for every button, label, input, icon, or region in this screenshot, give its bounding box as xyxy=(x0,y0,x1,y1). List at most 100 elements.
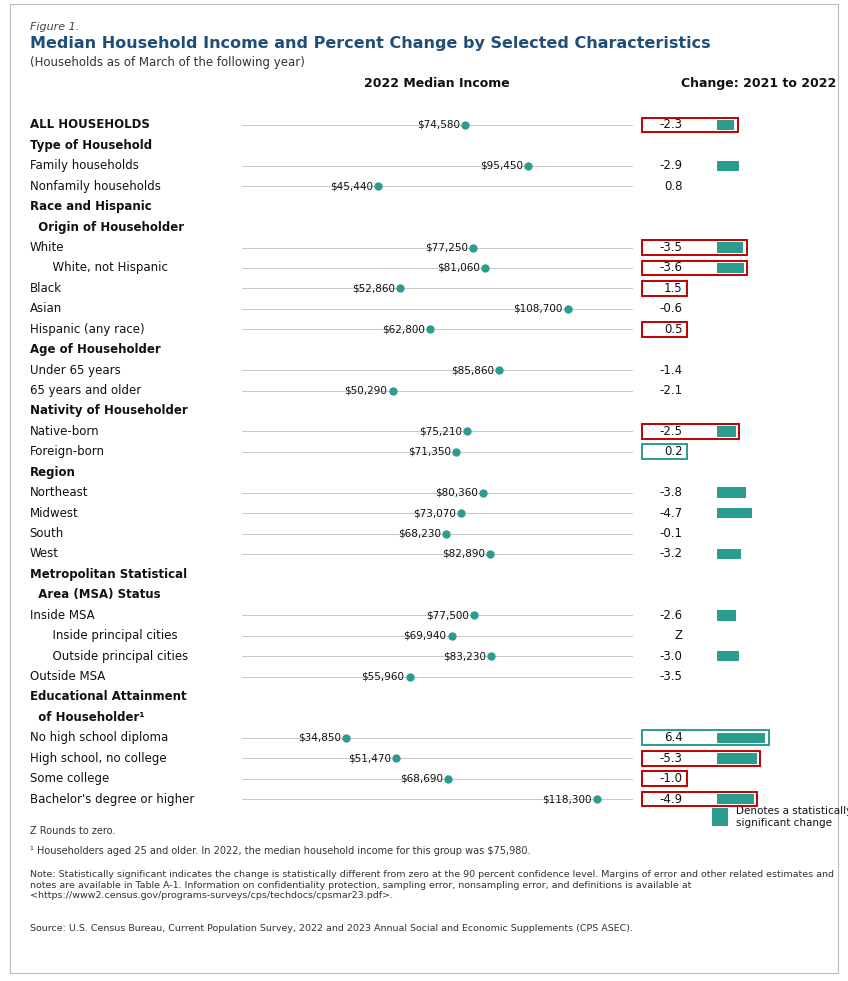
Text: -3.0: -3.0 xyxy=(660,649,683,662)
Text: 1.5: 1.5 xyxy=(664,282,683,295)
Text: -0.6: -0.6 xyxy=(660,302,683,315)
Bar xyxy=(642,750,761,765)
Text: $73,070: $73,070 xyxy=(413,508,456,518)
Text: No high school diploma: No high school diploma xyxy=(30,731,168,745)
Text: Native-born: Native-born xyxy=(30,425,99,438)
Text: $95,450: $95,450 xyxy=(480,161,523,171)
Text: Figure 1.: Figure 1. xyxy=(30,22,79,31)
Text: $68,230: $68,230 xyxy=(399,529,441,539)
Bar xyxy=(717,120,734,130)
Text: $34,850: $34,850 xyxy=(298,733,341,743)
Bar xyxy=(717,548,741,559)
Text: Midwest: Midwest xyxy=(30,506,78,520)
Text: Note: Statistically significant indicates the change is statistically different : Note: Statistically significant indicate… xyxy=(30,870,834,900)
Text: Black: Black xyxy=(30,282,62,295)
Text: South: South xyxy=(30,527,64,541)
Bar xyxy=(712,808,728,826)
Bar xyxy=(717,650,739,661)
Text: Type of Household: Type of Household xyxy=(30,139,152,152)
Text: $82,890: $82,890 xyxy=(443,549,485,559)
Text: West: West xyxy=(30,547,59,560)
Text: Nativity of Householder: Nativity of Householder xyxy=(30,404,187,418)
Text: -2.5: -2.5 xyxy=(660,425,683,438)
Text: -2.1: -2.1 xyxy=(660,384,683,397)
Text: Change: 2021 to 2022: Change: 2021 to 2022 xyxy=(681,77,837,89)
Text: Region: Region xyxy=(30,466,75,479)
Text: -2.6: -2.6 xyxy=(660,609,683,622)
Text: -3.6: -3.6 xyxy=(660,262,683,275)
Text: 65 years and older: 65 years and older xyxy=(30,384,141,397)
Text: Outside MSA: Outside MSA xyxy=(30,670,105,683)
Bar xyxy=(717,508,752,518)
Text: -3.2: -3.2 xyxy=(660,547,683,560)
Bar xyxy=(642,261,747,276)
Bar xyxy=(642,444,687,459)
Text: $75,210: $75,210 xyxy=(419,427,462,437)
Text: Asian: Asian xyxy=(30,302,62,315)
Bar xyxy=(717,161,739,171)
Text: Age of Householder: Age of Householder xyxy=(30,343,160,356)
Text: $77,500: $77,500 xyxy=(427,610,469,620)
Bar xyxy=(642,322,687,336)
Text: Denotes a statistically
significant change: Denotes a statistically significant chan… xyxy=(736,806,848,828)
Text: 6.4: 6.4 xyxy=(664,731,683,745)
Bar xyxy=(717,753,757,763)
Text: Z: Z xyxy=(675,629,683,643)
Text: Race and Hispanic: Race and Hispanic xyxy=(30,200,152,213)
Text: Family households: Family households xyxy=(30,159,138,173)
Text: Under 65 years: Under 65 years xyxy=(30,364,120,377)
Text: Origin of Householder: Origin of Householder xyxy=(30,221,184,233)
Text: $80,360: $80,360 xyxy=(435,488,477,497)
Text: Some college: Some college xyxy=(30,772,109,785)
Text: ALL HOUSEHOLDS: ALL HOUSEHOLDS xyxy=(30,119,149,131)
Text: Nonfamily households: Nonfamily households xyxy=(30,180,160,193)
Text: -4.7: -4.7 xyxy=(660,506,683,520)
Text: -4.9: -4.9 xyxy=(660,793,683,805)
Text: Bachelor's degree or higher: Bachelor's degree or higher xyxy=(30,793,194,805)
Text: 0.5: 0.5 xyxy=(664,323,683,336)
Text: $50,290: $50,290 xyxy=(344,386,388,395)
Bar xyxy=(642,771,687,786)
Bar xyxy=(642,792,757,806)
Text: $71,350: $71,350 xyxy=(408,446,450,457)
Text: -2.3: -2.3 xyxy=(660,119,683,131)
Text: Median Household Income and Percent Change by Selected Characteristics: Median Household Income and Percent Chan… xyxy=(30,36,711,51)
Text: Educational Attainment: Educational Attainment xyxy=(30,691,187,703)
Text: Source: U.S. Census Bureau, Current Population Survey, 2022 and 2023 Annual Soci: Source: U.S. Census Bureau, Current Popu… xyxy=(30,924,633,933)
Text: $118,300: $118,300 xyxy=(542,794,592,804)
Text: 0.2: 0.2 xyxy=(664,445,683,458)
Bar xyxy=(717,488,745,498)
Text: $68,690: $68,690 xyxy=(399,774,443,784)
Bar xyxy=(717,426,735,437)
Text: ¹ Householders aged 25 and older. In 2022, the median household income for this : ¹ Householders aged 25 and older. In 202… xyxy=(30,846,530,855)
Text: (Households as of March of the following year): (Households as of March of the following… xyxy=(30,56,304,69)
Text: Outside principal cities: Outside principal cities xyxy=(45,649,188,662)
Text: of Householder¹: of Householder¹ xyxy=(30,711,144,724)
Text: $51,470: $51,470 xyxy=(348,753,391,763)
Bar xyxy=(642,731,769,746)
Bar xyxy=(717,242,743,253)
Text: $74,580: $74,580 xyxy=(417,120,460,130)
Text: $81,060: $81,060 xyxy=(437,263,480,273)
Bar xyxy=(717,794,754,804)
Text: Northeast: Northeast xyxy=(30,487,88,499)
Text: $55,960: $55,960 xyxy=(361,672,404,682)
Text: $83,230: $83,230 xyxy=(444,651,487,661)
Text: -1.0: -1.0 xyxy=(660,772,683,785)
Text: White, not Hispanic: White, not Hispanic xyxy=(45,262,168,275)
Text: $69,940: $69,940 xyxy=(404,631,446,641)
Text: -3.5: -3.5 xyxy=(660,241,683,254)
Bar xyxy=(642,424,739,439)
Text: -3.5: -3.5 xyxy=(660,670,683,683)
Text: Hispanic (any race): Hispanic (any race) xyxy=(30,323,144,336)
Bar xyxy=(642,240,746,255)
Bar xyxy=(717,263,744,274)
Text: Inside principal cities: Inside principal cities xyxy=(45,629,177,643)
Text: -2.9: -2.9 xyxy=(660,159,683,173)
Text: Foreign-born: Foreign-born xyxy=(30,445,104,458)
Text: White: White xyxy=(30,241,64,254)
Bar xyxy=(642,118,738,132)
Text: Z Rounds to zero.: Z Rounds to zero. xyxy=(30,826,115,836)
Text: -1.4: -1.4 xyxy=(660,364,683,377)
Text: Area (MSA) Status: Area (MSA) Status xyxy=(30,589,160,601)
